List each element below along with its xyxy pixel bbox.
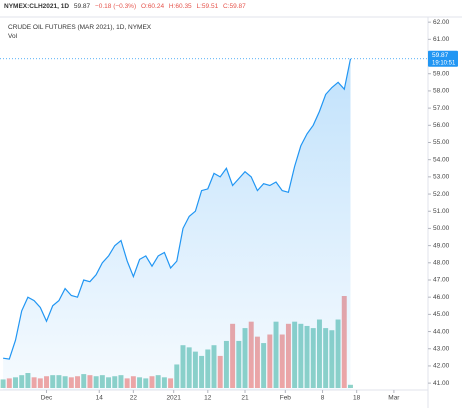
x-tick-label: Mar (388, 395, 400, 402)
open: O:60.24 (140, 3, 165, 10)
close: C:59.87 (223, 3, 246, 10)
high: H:60.35 (168, 3, 192, 10)
x-tick-label: Dec (41, 395, 53, 402)
y-tick-label: 62.00 (433, 19, 450, 26)
y-tick-label: 50.00 (433, 225, 450, 232)
y-tick-label: 48.00 (433, 260, 450, 267)
x-tick-label: 8 (321, 395, 325, 402)
last-price-label: 59.87 (432, 52, 449, 59)
y-tick-label: 51.00 (433, 208, 450, 215)
y-tick-label: 56.00 (433, 122, 450, 129)
header: NYMEX:CLH2021, 1D 59.87 −0.18 (−0.3%) O:… (4, 3, 249, 10)
y-tick-label: 55.00 (433, 139, 450, 146)
chart-title: CRUDE OIL FUTURES (MAR 2021), 1D, NYMEX (8, 24, 152, 31)
y-tick-label: 52.00 (433, 191, 450, 198)
y-tick-label: 53.00 (433, 174, 450, 181)
x-tick-label: Feb (280, 395, 292, 402)
y-tick-label: 54.00 (433, 156, 450, 163)
change: −0.18 (−0.3%) (94, 3, 137, 10)
y-tick-label: 43.00 (433, 345, 450, 352)
y-tick-label: 49.00 (433, 242, 450, 249)
x-tick-label: 18 (353, 395, 361, 402)
y-tick-label: 44.00 (433, 328, 450, 335)
y-tick-label: 46.00 (433, 294, 450, 301)
y-tick-label: 61.00 (433, 36, 450, 43)
countdown: 19:10:51 (432, 60, 456, 66)
y-tick-label: 42.00 (433, 363, 450, 370)
y-tick-label: 45.00 (433, 311, 450, 318)
y-tick-label: 41.00 (433, 380, 450, 387)
price-line (3, 58, 352, 360)
volume-label: Vol (8, 33, 18, 40)
y-tick-label: 58.00 (433, 88, 450, 95)
x-tick-label: 14 (96, 395, 104, 402)
y-tick-label: 57.00 (433, 105, 450, 112)
y-tick-label: 59.00 (433, 70, 450, 77)
last-price-box (428, 50, 458, 67)
last: 59.87 (73, 3, 91, 10)
x-tick-label: 12 (204, 395, 212, 402)
x-tick-label: 2021 (166, 395, 181, 402)
price-area (3, 58, 351, 391)
y-tick-label: 47.00 (433, 277, 450, 284)
symbol: NYMEX:CLH2021, 1D (4, 3, 70, 10)
x-tick-label: 22 (130, 395, 138, 402)
low: L:59.51 (196, 3, 219, 10)
x-tick-label: 21 (241, 395, 249, 402)
